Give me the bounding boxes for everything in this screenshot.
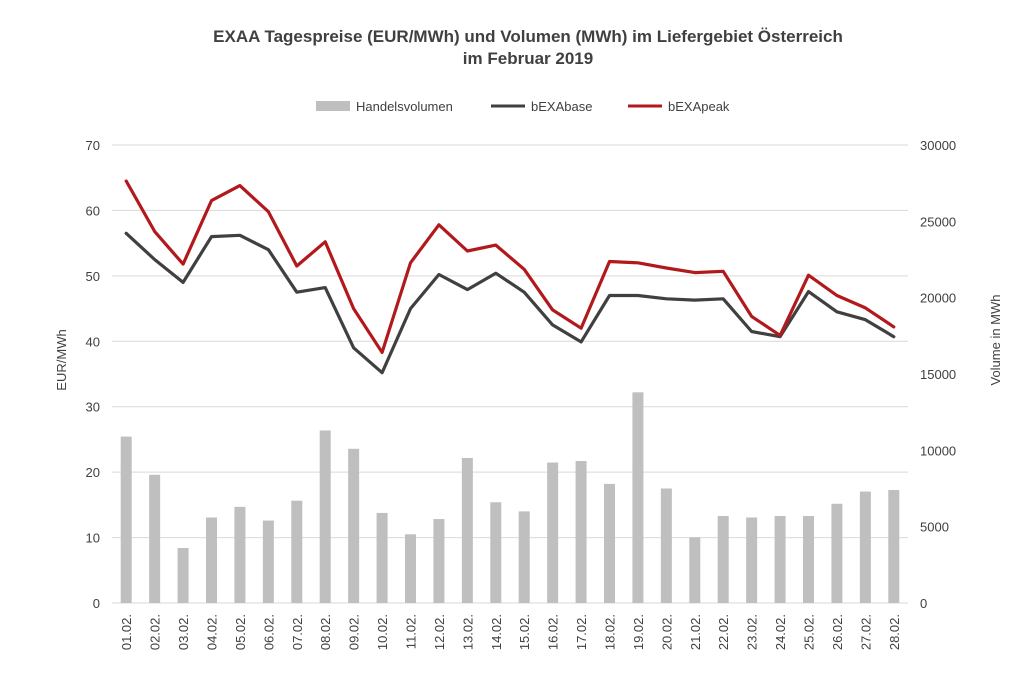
x-tick-label: 16.02. [546,614,561,650]
volume-bar [660,488,672,603]
y-axis-right-title: Volume in MWh [988,294,1003,385]
volume-bar [689,537,701,603]
x-tick-label: 02.02. [148,614,163,650]
volume-bar [433,519,445,603]
volume-bar [774,515,786,603]
volume-bar [348,448,360,603]
volume-bars [120,392,900,603]
x-tick-label: 03.02. [176,614,191,650]
x-tick-label: 28.02. [887,614,902,650]
x-tick-label: 25.02. [802,614,817,650]
volume-bar [120,436,132,603]
y-axis-left-ticks: 0 10 20 30 40 50 60 70 [86,138,100,611]
x-tick-label: 17.02. [574,614,589,650]
chart-subtitle: im Februar 2019 [463,49,593,68]
legend: Handelsvolumen bEXAbase bEXApeak [316,99,730,114]
x-tick-label: 27.02. [858,614,873,650]
x-tick-label: 26.02. [830,614,845,650]
y-left-tick-label: 30 [86,400,100,415]
y-right-tick-label: 25000 [920,214,956,229]
legend-swatch-handelsvolumen [316,101,350,111]
volume-bar [746,517,758,603]
volume-bar [461,457,473,603]
y-left-tick-label: 20 [86,465,100,480]
x-tick-label: 08.02. [318,614,333,650]
series-line-bexabase [124,231,896,375]
x-tick-label: 23.02. [745,614,760,650]
x-tick-label: 13.02. [460,614,475,650]
x-tick-label: 24.02. [773,614,788,650]
x-tick-label: 14.02. [489,614,504,650]
volume-bar [717,515,729,603]
y-left-tick-label: 70 [86,138,100,153]
x-tick-label: 09.02. [347,614,362,650]
x-tick-label: 07.02. [290,614,305,650]
y-left-tick-label: 10 [86,531,100,546]
y-axis-left-title: EUR/MWh [54,329,69,390]
x-tick-label: 10.02. [375,614,390,650]
legend-label-handelsvolumen: Handelsvolumen [356,99,453,114]
volume-bar [547,462,559,603]
x-tick-label: 20.02. [659,614,674,650]
y-right-tick-label: 20000 [920,291,956,306]
series-line-bexapeak [124,179,896,354]
volume-bar [234,506,246,603]
volume-bar [262,520,274,603]
volume-bar [490,502,502,603]
volume-bar [575,461,587,603]
volume-bar [632,392,644,603]
x-tick-label: 21.02. [688,614,703,650]
y-right-tick-label: 0 [920,596,927,611]
y-left-tick-label: 0 [93,596,100,611]
x-tick-label: 15.02. [517,614,532,650]
y-left-tick-label: 60 [86,203,100,218]
volume-bar [177,548,189,603]
volume-bar [831,503,843,603]
volume-bar [859,491,871,603]
x-tick-label: 06.02. [261,614,276,650]
x-tick-label: 05.02. [233,614,248,650]
volume-bar [319,430,331,603]
volume-bar [803,515,814,603]
x-tick-label: 18.02. [603,614,618,650]
volume-bar [888,490,900,603]
x-tick-label: 01.02. [119,614,134,650]
x-tick-label: 22.02. [716,614,731,650]
chart-title: EXAA Tagespreise (EUR/MWh) und Volumen (… [213,27,843,46]
price-lines [124,179,896,375]
volume-bar [291,500,303,603]
y-left-tick-label: 40 [86,334,100,349]
y-right-tick-label: 10000 [920,443,956,458]
gridlines [112,144,908,604]
x-tick-label: 19.02. [631,614,646,650]
x-tick-label: 04.02. [205,614,220,650]
volume-bar [518,511,530,603]
x-axis-ticks: 01.02. 02.02. 03.02. 04.02. 05.02. 06.02. 07.0… [119,614,902,650]
x-tick-label: 11.02. [404,614,419,649]
y-right-tick-label: 15000 [920,367,956,382]
legend-label-bexabase: bEXAbase [531,99,592,114]
y-right-tick-label: 30000 [920,138,956,153]
legend-label-bexapeak: bEXApeak [668,99,730,114]
y-left-tick-label: 50 [86,269,100,284]
volume-bar [149,474,161,603]
volume-bar [376,512,388,603]
y-right-tick-label: 5000 [920,520,949,535]
y-axis-right-ticks: 0 5000 10000 15000 20000 25000 30000 [920,138,956,611]
volume-bar [405,534,416,603]
x-tick-label: 12.02. [432,614,447,650]
volume-bar [604,483,615,603]
volume-bar [206,517,217,603]
